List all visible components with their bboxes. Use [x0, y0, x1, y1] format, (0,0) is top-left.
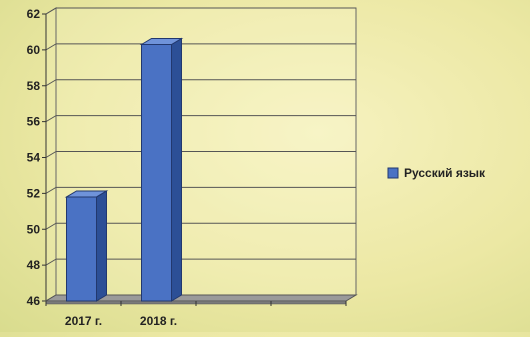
label-layer: 46 48 50 52 54 56 58 60 62 2017 г. 2018 г. [27, 7, 177, 328]
bar-top [139, 37, 184, 45]
bar-top [64, 190, 109, 198]
bar-front [66, 196, 97, 302]
y-tick-label: 60 [27, 43, 41, 57]
bar-side [96, 190, 107, 302]
gridline-side [45, 43, 57, 51]
bar [64, 190, 109, 302]
legend: Русский язык [387, 166, 486, 180]
gridline-side [45, 258, 57, 266]
gridline-side [45, 79, 57, 87]
bar [139, 37, 184, 302]
x-tick-label: 2017 г. [65, 314, 102, 328]
y-tick-label: 58 [27, 79, 41, 93]
gridline-side [45, 115, 57, 123]
bar-front [141, 43, 172, 302]
axis-layer [42, 13, 358, 306]
gridline-side [45, 222, 57, 230]
y-tick-label: 46 [27, 294, 41, 308]
legend-label: Русский язык [404, 166, 486, 180]
bar-side [171, 37, 182, 302]
y-tick-label: 50 [27, 222, 41, 236]
legend-swatch [387, 167, 399, 179]
y-tick-label: 52 [27, 186, 41, 200]
bar-layer [64, 37, 184, 302]
y-tick-label: 48 [27, 258, 41, 272]
y-tick-label: 62 [27, 7, 41, 21]
y-tick-label: 56 [27, 115, 41, 129]
x-tick-label: 2018 г. [140, 314, 177, 328]
gridline-side [45, 7, 57, 15]
y-tick-label: 54 [27, 151, 41, 165]
gridline-side [45, 186, 57, 194]
gridline-side [45, 151, 57, 158]
